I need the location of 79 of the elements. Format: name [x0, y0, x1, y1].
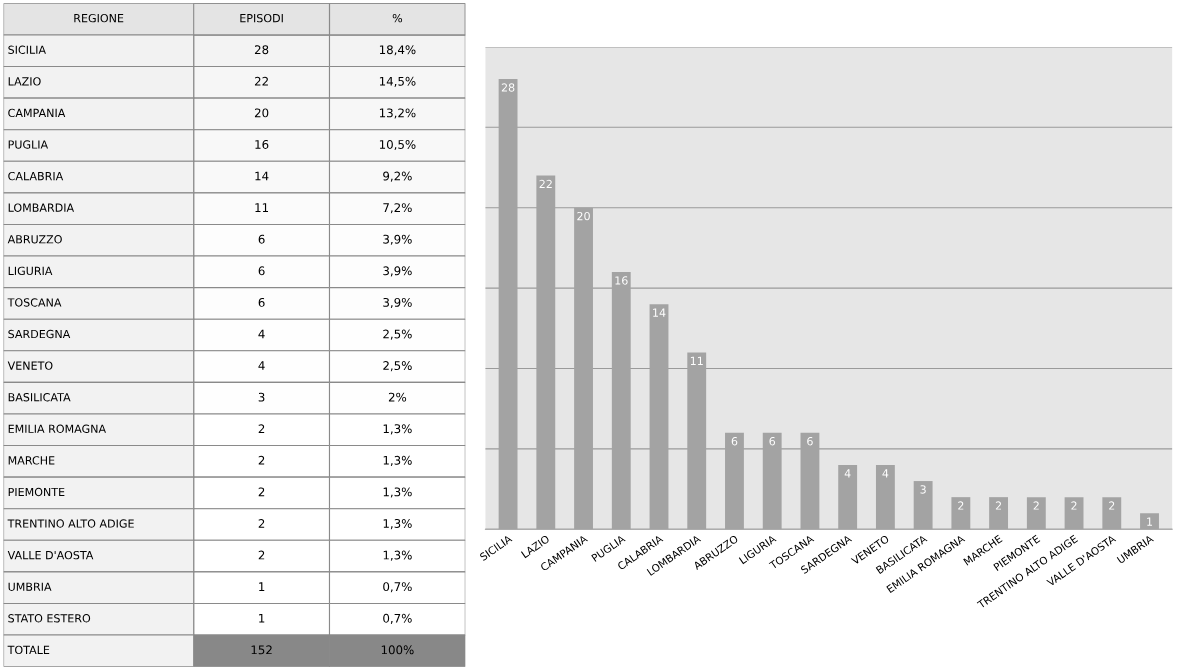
data-label: 4 — [258, 329, 265, 339]
y-tick-label: ABRUZZO — [7, 235, 62, 244]
y-tick-label: PUGLIA — [8, 140, 49, 149]
data-label: 22 — [539, 179, 552, 188]
data-label: 2,5% — [383, 361, 412, 372]
data-label: 9,2% — [383, 171, 412, 182]
y-tick-label: BASILICATA — [8, 392, 71, 402]
data-label: 3 — [920, 485, 926, 494]
data-label: 3 — [258, 392, 265, 402]
data-label: 1,3% — [383, 487, 412, 498]
y-tick-label: SICILIA — [8, 45, 46, 54]
y-tick-label: CAMPANIA — [8, 108, 66, 118]
y-tick-label: LAZIO — [8, 77, 41, 86]
data-label: 4 — [844, 469, 851, 478]
y-tick-label: TOTALE — [7, 645, 50, 655]
data-label: 2 — [1109, 501, 1115, 510]
data-label: 16 — [615, 276, 628, 285]
data-label: 2% — [388, 392, 407, 402]
data-label: 7,2% — [383, 203, 412, 214]
data-label: 1,3% — [383, 519, 412, 530]
data-label: 1,3% — [383, 424, 412, 435]
data-label: 14 — [653, 308, 666, 317]
data-label: 28 — [501, 83, 515, 92]
y-tick-label: TOSCANA — [7, 298, 62, 307]
data-label: 0,7% — [383, 582, 412, 593]
x-tick-label: EPISODI — [240, 13, 283, 23]
y-tick-label: TRENTINO ALTO ADIGE — [7, 519, 134, 528]
y-tick-label: SARDEGNA — [8, 329, 71, 339]
data-label: 14,5% — [379, 76, 416, 87]
data-label: 6 — [731, 437, 738, 446]
y-tick-label: PIEMONTE — [8, 487, 65, 497]
data-label: 6 — [807, 437, 813, 446]
data-label: 2 — [1033, 501, 1039, 510]
data-label: 2 — [1071, 501, 1077, 510]
data-label: 2 — [258, 550, 265, 560]
data-label: 2 — [258, 424, 265, 434]
data-label: 28 — [254, 45, 269, 55]
y-tick-label: CALABRIA — [8, 171, 64, 181]
x-tick-label: % — [392, 13, 403, 23]
data-label: 6 — [258, 266, 265, 276]
data-label: 20 — [577, 211, 590, 221]
data-label: 100% — [381, 645, 414, 655]
data-label: 4 — [258, 361, 265, 370]
data-label: 1 — [259, 613, 265, 623]
data-label: 16 — [255, 139, 269, 149]
data-label: 2 — [258, 519, 265, 528]
data-label: 6 — [769, 437, 776, 446]
y-tick-label: MARCHE — [8, 456, 55, 465]
data-label: 14 — [255, 171, 269, 181]
data-label: 3,9% — [383, 297, 412, 309]
data-label: 1 — [259, 582, 265, 591]
data-label: 152 — [251, 645, 272, 655]
data-label: 6 — [258, 234, 265, 244]
data-label: 3,9% — [383, 234, 412, 245]
y-tick-label: EMILIA ROMAGNA — [8, 424, 106, 433]
data-label: 2 — [258, 455, 265, 465]
data-label: 10,5% — [379, 139, 416, 151]
y-axis-title: REGIONE — [74, 13, 124, 23]
data-label: 2,5% — [383, 329, 412, 340]
data-label: 2 — [258, 487, 265, 497]
data-label: 4 — [882, 469, 889, 478]
data-label: 0,7% — [383, 613, 412, 624]
data-label: 1,3% — [383, 550, 412, 561]
data-label: 2 — [995, 501, 1002, 510]
data-label: 13,2% — [379, 108, 416, 119]
data-label: 18,4% — [379, 45, 416, 56]
data-label: 1 — [1147, 517, 1153, 526]
data-label: 11 — [690, 356, 703, 365]
data-label: 2 — [958, 501, 964, 510]
y-tick-label: STATO ESTERO — [8, 614, 91, 623]
data-label: 11 — [255, 203, 269, 212]
data-label: 20 — [254, 108, 269, 118]
y-tick-label: LOMBARDIA — [8, 203, 75, 212]
y-tick-label: LIGURIA — [8, 266, 53, 276]
y-tick-label: VENETO — [7, 361, 53, 370]
data-label: 6 — [258, 297, 265, 307]
data-label: 22 — [254, 76, 268, 86]
data-label: 3,9% — [383, 266, 412, 277]
data-label: 1,3% — [383, 455, 412, 466]
